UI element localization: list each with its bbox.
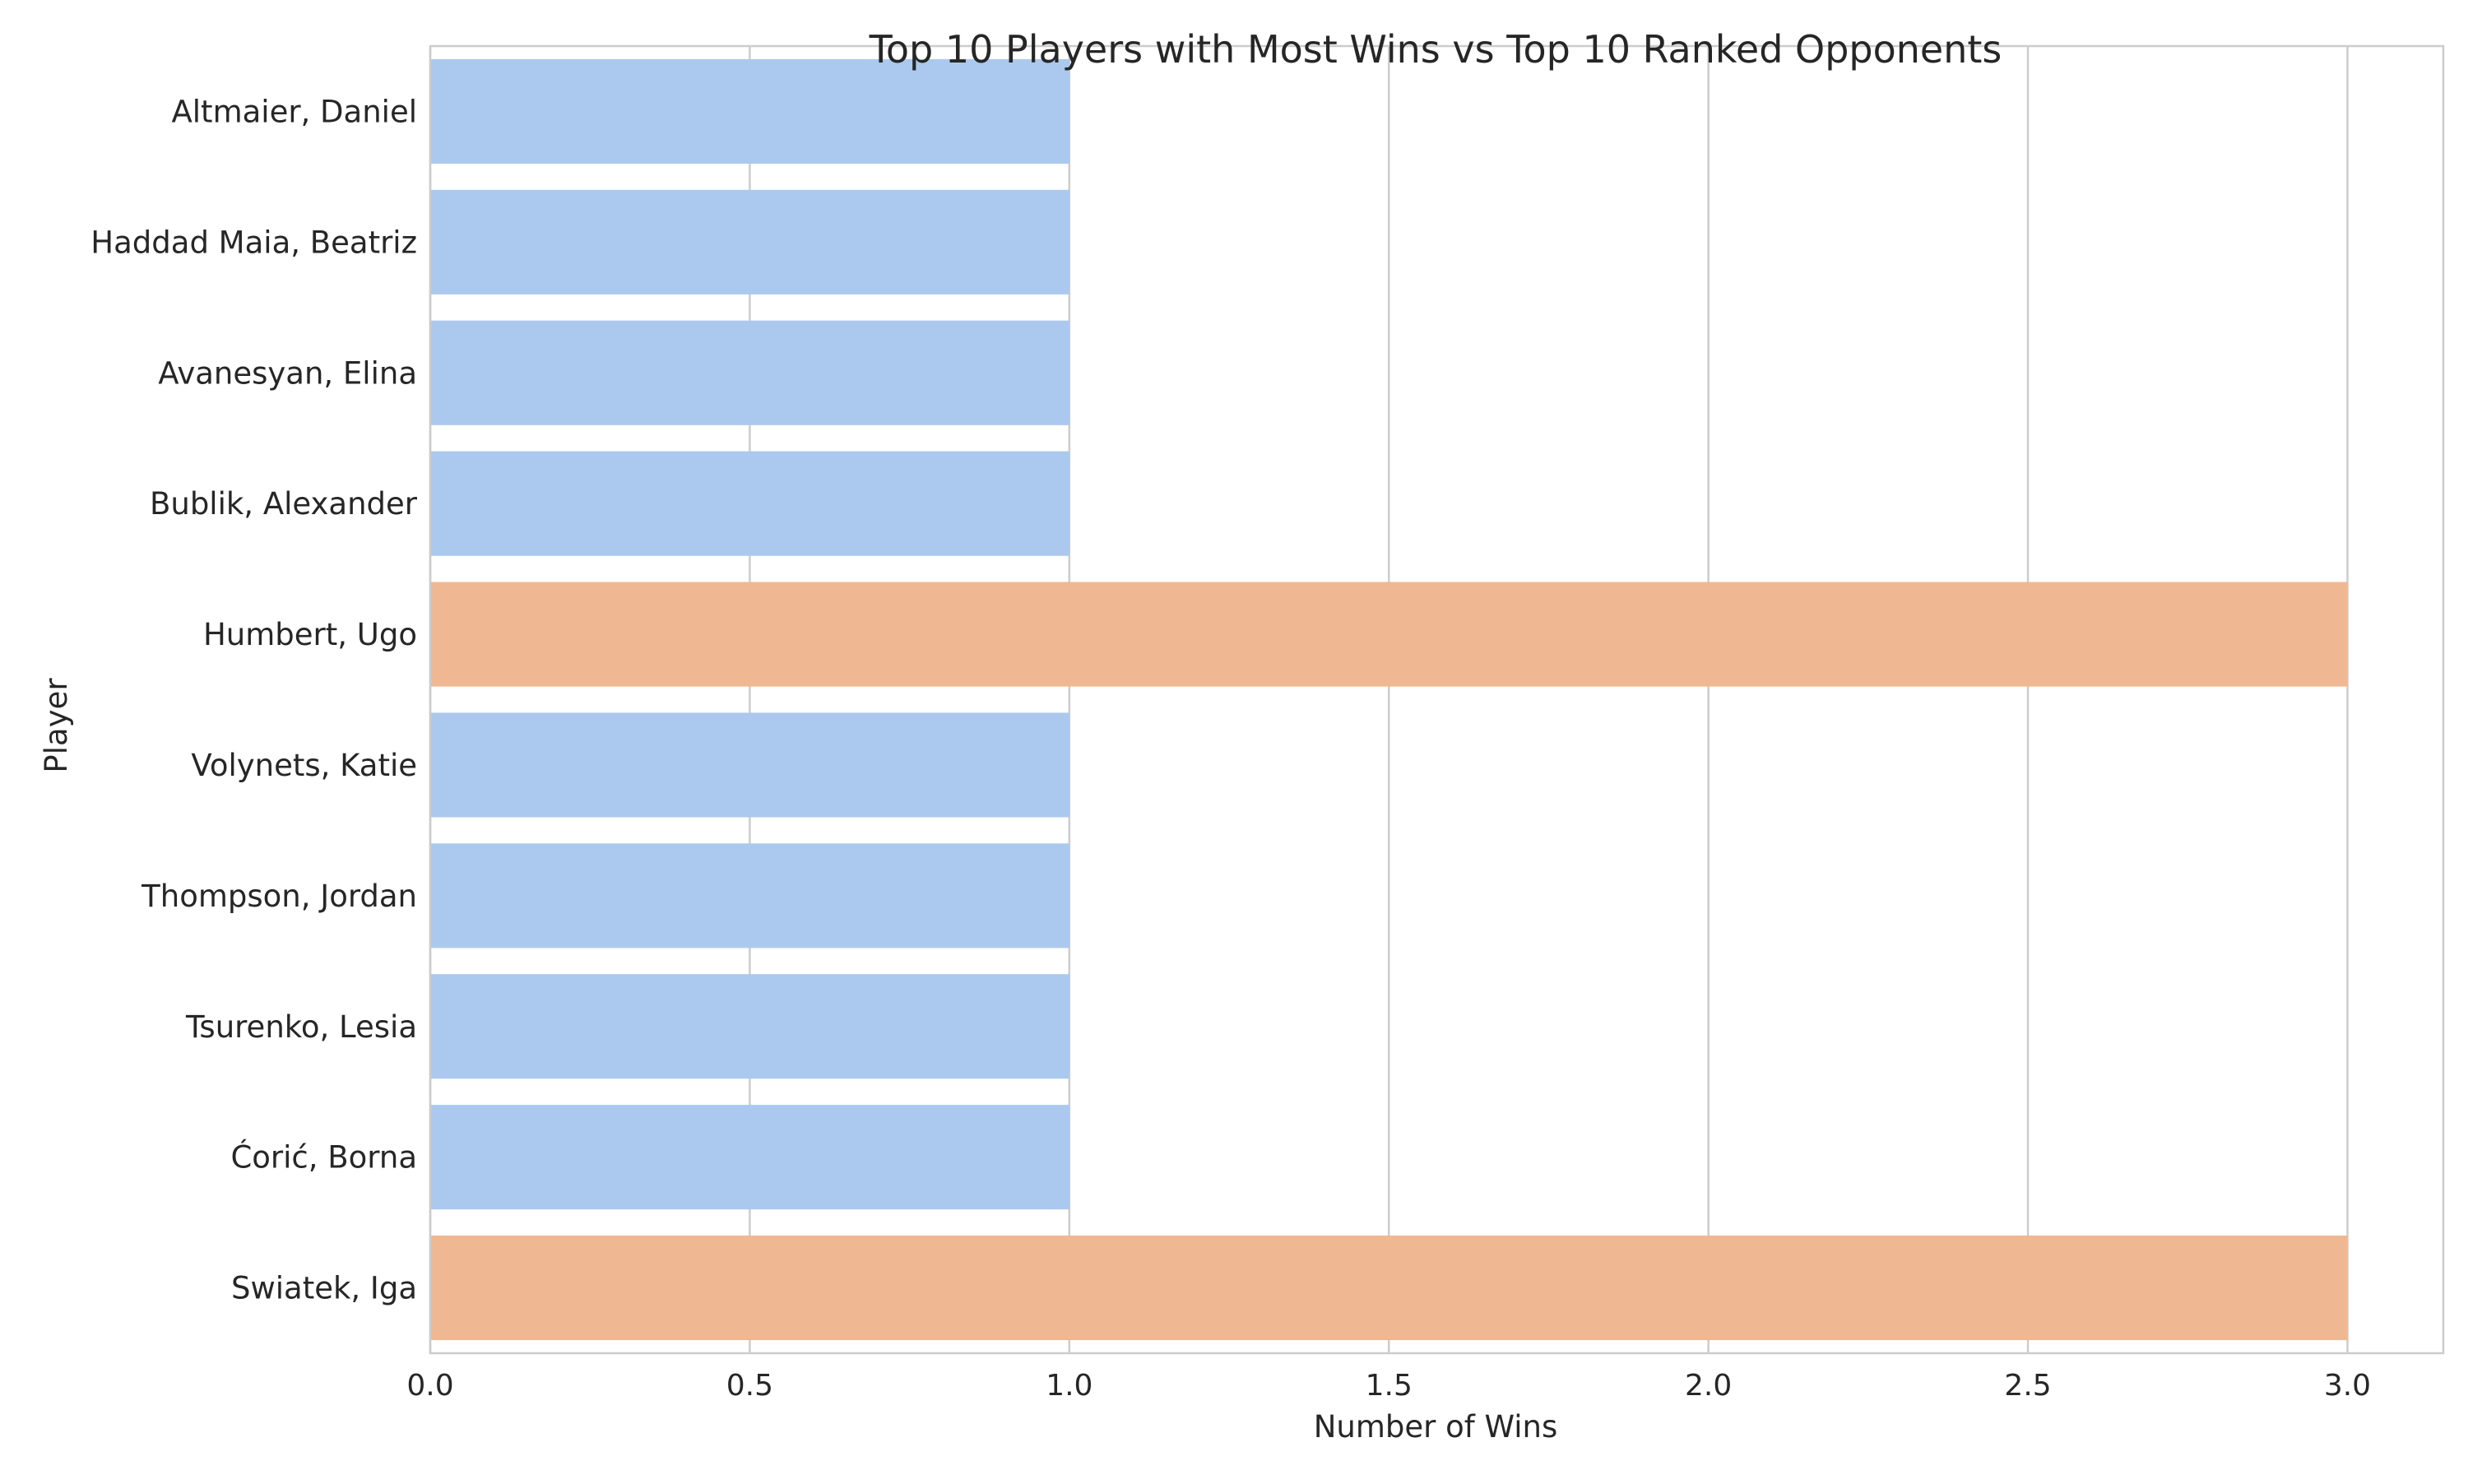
y-tick-label: Thompson, Jordan	[141, 879, 417, 914]
y-tick-label: Avanesyan, Elina	[158, 355, 417, 391]
x-tick-label: 2.5	[2004, 1369, 2051, 1403]
bar	[430, 1235, 2348, 1341]
x-tick-label: 0.5	[726, 1369, 773, 1403]
plot-frame	[429, 44, 2445, 1355]
x-axis-label: Number of Wins	[1314, 1409, 1558, 1445]
x-tick-label: 1.0	[1046, 1369, 1093, 1403]
x-tick-label: 3.0	[2324, 1369, 2371, 1403]
bar	[430, 843, 1069, 948]
bar	[430, 712, 1069, 818]
y-tick-label: Volynets, Katie	[191, 748, 417, 783]
y-tick-labels: Altmaier, Daniel Haddad Maia, Beatriz Avan…	[90, 94, 417, 1305]
y-tick-label: Ćorić, Borna	[230, 1139, 417, 1176]
bar	[430, 582, 2348, 687]
bar	[430, 189, 1069, 294]
x-tick-labels: 0.0 0.5 1.0 1.5 2.0 2.5 3.0	[406, 1369, 2371, 1403]
x-tick-label: 1.5	[1366, 1369, 1413, 1403]
y-tick-label: Haddad Maia, Beatriz	[90, 225, 417, 260]
x-tick-label: 2.0	[1685, 1369, 1732, 1403]
bar	[430, 58, 1069, 165]
y-tick-label: Altmaier, Daniel	[171, 94, 417, 129]
chart-title: Top 10 Players with Most Wins vs Top 10 …	[869, 27, 2002, 72]
y-tick-label: Swiatek, Iga	[231, 1271, 417, 1306]
y-tick-label: Humbert, Ugo	[203, 617, 417, 652]
bars	[430, 58, 2348, 1341]
y-tick-label: Tsurenko, Lesia	[185, 1009, 417, 1045]
bar	[430, 320, 1069, 425]
bar	[430, 974, 1069, 1079]
x-tick-label: 0.0	[406, 1369, 453, 1403]
y-tick-label: Bublik, Alexander	[150, 486, 418, 522]
y-axis-label: Player	[39, 678, 74, 773]
bar	[430, 451, 1069, 556]
bar	[430, 1105, 1069, 1210]
